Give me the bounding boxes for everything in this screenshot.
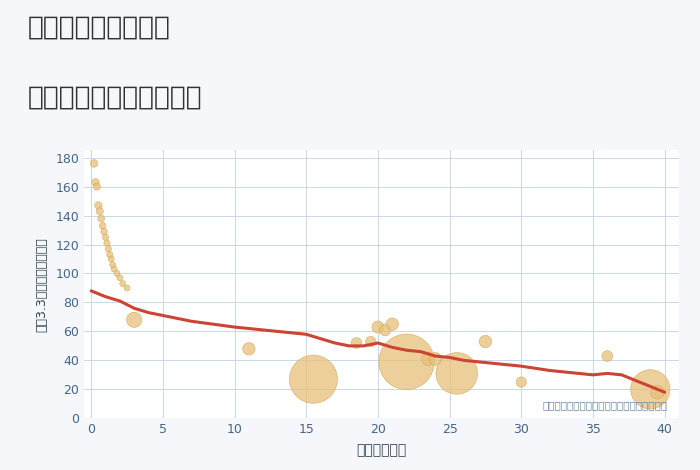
- Point: [96, 215, 107, 222]
- Point: [90, 179, 101, 186]
- Point: [516, 378, 527, 386]
- Point: [97, 222, 108, 229]
- Point: [99, 228, 110, 235]
- Point: [372, 323, 384, 331]
- Point: [365, 338, 377, 345]
- Point: [91, 183, 102, 190]
- Point: [480, 338, 491, 345]
- Point: [108, 266, 120, 273]
- X-axis label: 築年数（年）: 築年数（年）: [356, 443, 407, 457]
- Point: [401, 358, 412, 366]
- Point: [244, 345, 255, 352]
- Point: [452, 369, 463, 377]
- Point: [107, 261, 118, 268]
- Text: 円の大きさは、取引のあった物件面積を示す: 円の大きさは、取引のあった物件面積を示す: [542, 400, 667, 410]
- Point: [117, 280, 128, 287]
- Point: [423, 355, 434, 363]
- Point: [645, 385, 656, 393]
- Point: [94, 207, 106, 215]
- Point: [602, 352, 613, 360]
- Point: [308, 376, 319, 383]
- Point: [386, 321, 398, 328]
- Point: [351, 339, 362, 347]
- Point: [379, 326, 391, 334]
- Point: [103, 245, 114, 253]
- Point: [100, 234, 111, 241]
- Point: [106, 255, 117, 263]
- Point: [114, 274, 125, 282]
- Point: [102, 239, 113, 247]
- Point: [104, 251, 116, 258]
- Point: [129, 316, 140, 323]
- Text: 大阪府交野市森南の: 大阪府交野市森南の: [28, 14, 171, 40]
- Point: [88, 160, 99, 167]
- Point: [92, 202, 104, 209]
- Text: 築年数別中古戸建て価格: 築年数別中古戸建て価格: [28, 85, 202, 110]
- Point: [430, 355, 441, 363]
- Point: [121, 284, 132, 292]
- Point: [111, 270, 122, 277]
- Y-axis label: 坪（3.3㎡）単価（万円）: 坪（3.3㎡）単価（万円）: [35, 237, 48, 332]
- Point: [652, 389, 663, 396]
